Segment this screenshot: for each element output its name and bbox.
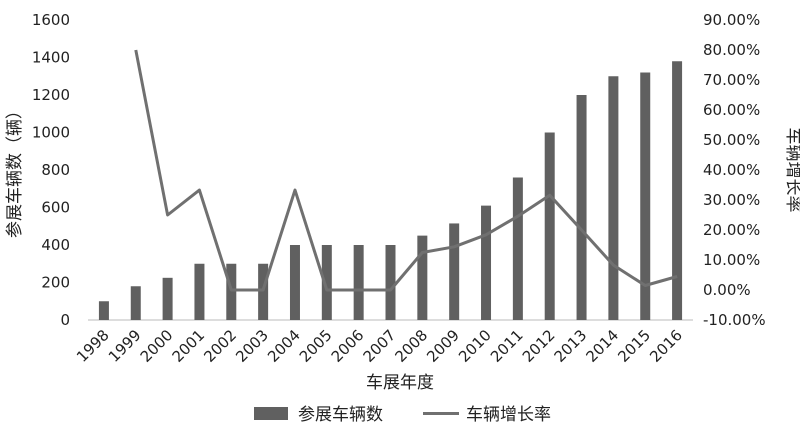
bar — [385, 245, 396, 320]
y2-tick-label: 30.00% — [703, 191, 760, 209]
y2-tick-label: 60.00% — [703, 101, 760, 119]
y2-tick-label: 90.00% — [703, 11, 760, 29]
y-tick-label: 1200 — [32, 86, 70, 104]
legend-line-label: 车辆增长率 — [466, 405, 551, 425]
bar — [449, 223, 460, 320]
bar — [672, 61, 683, 320]
y2-tick-label: 80.00% — [703, 41, 760, 59]
bar — [640, 72, 651, 320]
bar — [544, 132, 555, 320]
bar — [576, 95, 587, 320]
x-tick-label: 2015 — [614, 326, 654, 366]
x-tick-label: 2004 — [264, 326, 304, 366]
y2-tick-label: 70.00% — [703, 71, 760, 89]
y2-tick-label: 50.00% — [703, 131, 760, 149]
legend-bar-label: 参展车辆数 — [298, 405, 383, 425]
legend-bar-swatch — [254, 407, 288, 420]
x-tick-label: 2005 — [296, 326, 336, 366]
bar — [162, 277, 173, 320]
y2-tick-label: 0.00% — [703, 281, 751, 299]
x-tick-label: 1998 — [73, 326, 113, 366]
x-tick-label: 2006 — [328, 326, 368, 366]
x-tick-label: 2009 — [423, 326, 463, 366]
bar — [226, 263, 237, 320]
bar — [194, 263, 205, 320]
x-tick-label: 2011 — [487, 326, 527, 366]
y2-tick-label: 20.00% — [703, 221, 760, 239]
x-tick-label: 2014 — [582, 326, 622, 366]
x-tick-label: 2016 — [646, 326, 686, 366]
y-tick-label: 600 — [41, 199, 70, 217]
bar — [258, 263, 269, 320]
y-tick-label: 1400 — [32, 49, 70, 67]
bar — [321, 245, 332, 320]
x-axis-ticks: 1998199920002001200220032004200520062007… — [73, 326, 686, 366]
y2-tick-label: -10.00% — [703, 311, 766, 329]
y-tick-label: 800 — [41, 161, 70, 179]
x-tick-label: 1999 — [105, 326, 145, 366]
y2-tick-label: 40.00% — [703, 161, 760, 179]
y2-axis-title: 车辆增长率 — [783, 128, 800, 213]
bar — [417, 235, 428, 320]
x-tick-label: 2012 — [519, 326, 559, 366]
y-tick-label: 1000 — [32, 124, 70, 142]
y-tick-label: 1600 — [32, 11, 70, 29]
bar — [512, 177, 523, 320]
growth-rate-line — [134, 49, 678, 292]
right-axis-ticks: -10.00% 0.00% 10.00% 20.00% 30.00% 40.00% 50.0… — [703, 11, 766, 329]
x-tick-label: 2010 — [455, 326, 495, 366]
bar — [289, 245, 300, 320]
x-tick-label: 2007 — [360, 326, 400, 366]
y-tick-label: 400 — [41, 236, 70, 254]
left-axis-ticks: 0 200 400 600 800 1000 1200 1400 1600 — [32, 11, 70, 329]
x-tick-label: 2008 — [391, 326, 431, 366]
x-tick-label: 2013 — [551, 326, 591, 366]
y-axis-title: 参展车辆数（辆） — [5, 102, 25, 238]
bar — [98, 301, 109, 320]
bar — [130, 286, 141, 320]
x-tick-label: 2001 — [169, 326, 209, 366]
bar — [353, 245, 364, 320]
y2-tick-label: 10.00% — [703, 251, 760, 269]
y-tick-label: 200 — [41, 274, 70, 292]
legend: 参展车辆数 车辆增长率 — [254, 405, 551, 425]
bar — [481, 205, 492, 320]
x-tick-label: 2003 — [232, 326, 272, 366]
x-tick-label: 2002 — [200, 326, 240, 366]
x-tick-label: 2000 — [137, 326, 177, 366]
bar-series — [98, 61, 683, 320]
bar — [608, 76, 619, 320]
x-axis-title: 车展年度 — [366, 373, 434, 393]
y-tick-label: 0 — [60, 311, 70, 329]
